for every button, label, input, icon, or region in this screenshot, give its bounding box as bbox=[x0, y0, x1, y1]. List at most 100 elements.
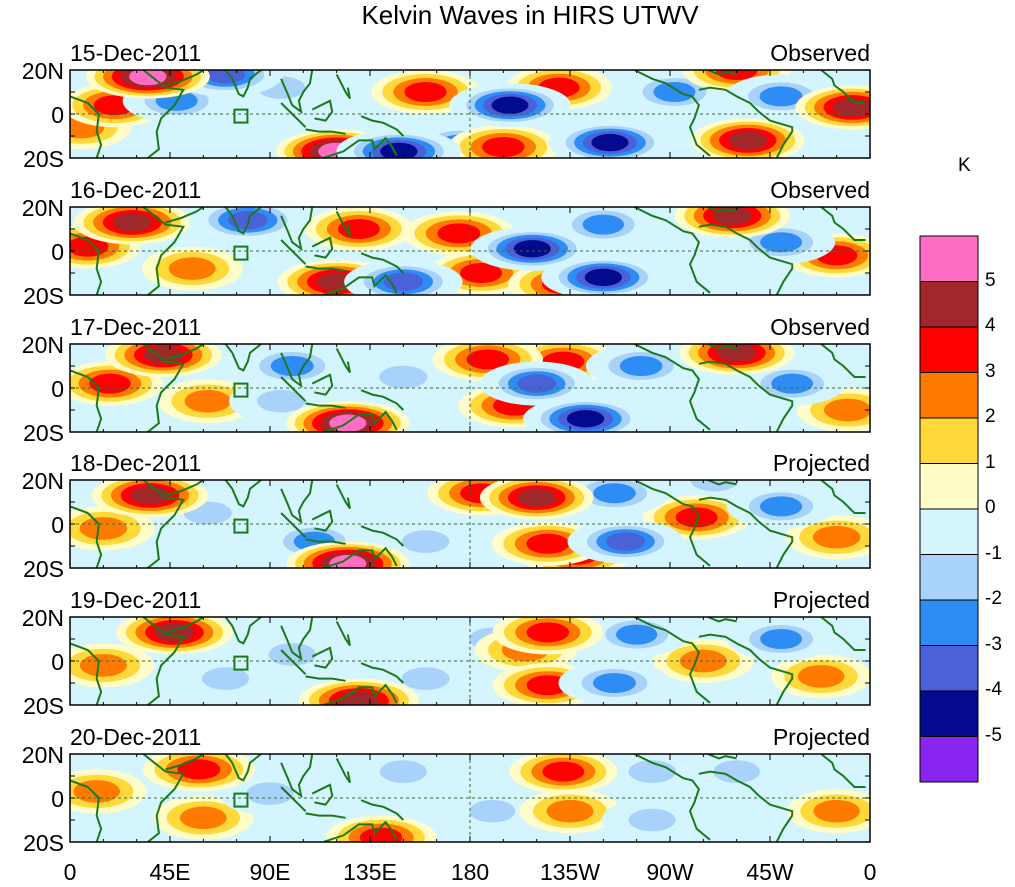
coastline bbox=[280, 786, 307, 812]
coastline bbox=[70, 505, 103, 568]
coastline bbox=[698, 360, 794, 432]
panel-3 bbox=[69, 343, 871, 433]
anomaly-contour bbox=[466, 349, 510, 370]
lat-tick-label: 0 bbox=[51, 786, 64, 812]
anomaly-contour bbox=[546, 799, 594, 823]
lon-tick-label: 0 bbox=[863, 859, 877, 885]
panel-6 bbox=[69, 753, 871, 843]
anomaly-contour bbox=[112, 213, 152, 232]
coastline bbox=[323, 273, 398, 295]
panel-4 bbox=[69, 479, 871, 569]
anomaly-contour bbox=[180, 806, 227, 830]
coastline bbox=[165, 344, 204, 361]
coastline bbox=[70, 779, 103, 842]
colorbar-level-label: 4 bbox=[985, 315, 996, 336]
anomaly-contour bbox=[615, 624, 658, 645]
coastline bbox=[634, 617, 711, 704]
anomaly-contour bbox=[759, 86, 803, 107]
coastline bbox=[305, 812, 346, 819]
anomaly-contour bbox=[184, 389, 231, 413]
coastline bbox=[165, 207, 204, 224]
anomaly-contour bbox=[717, 344, 757, 362]
anomaly-contour bbox=[592, 673, 636, 693]
anomaly-contour bbox=[437, 223, 481, 244]
anomaly-contour bbox=[337, 219, 380, 239]
anomaly-contour bbox=[584, 268, 622, 287]
anomaly-contour bbox=[130, 486, 170, 505]
colorbar-swatch bbox=[919, 326, 979, 373]
panel-status: Projected bbox=[772, 724, 870, 750]
colorbar-swatch bbox=[919, 463, 979, 510]
colorbar-level-label: -5 bbox=[985, 724, 1002, 746]
colorbar-level-label: -4 bbox=[985, 679, 1002, 700]
colorbar-swatch bbox=[919, 281, 979, 328]
coastline bbox=[305, 675, 346, 682]
coastline bbox=[280, 754, 314, 799]
lat-tick-label: 0 bbox=[51, 649, 64, 675]
colorbar-level-label: 0 bbox=[985, 497, 996, 518]
coastline bbox=[707, 754, 737, 760]
coastline bbox=[335, 210, 351, 237]
anomaly-contour bbox=[143, 345, 184, 365]
lat-tick-label: 20N bbox=[21, 195, 64, 221]
coastline bbox=[323, 546, 398, 568]
anomaly-contour bbox=[338, 691, 379, 705]
coastline bbox=[323, 820, 398, 842]
anomaly-contour bbox=[760, 629, 803, 649]
region-box bbox=[233, 245, 249, 261]
coastline bbox=[335, 73, 351, 100]
lat-tick-label: 20N bbox=[21, 332, 64, 358]
coastline bbox=[360, 389, 405, 411]
colorbar-unit: K bbox=[958, 155, 971, 176]
anomaly-contour bbox=[628, 808, 676, 832]
colorbar-level-label: 2 bbox=[985, 406, 996, 427]
anomaly-contour bbox=[517, 488, 557, 507]
coastline bbox=[280, 617, 314, 662]
colorbar-swatch bbox=[919, 599, 979, 646]
lat-tick-label: 20N bbox=[21, 742, 64, 768]
coastline bbox=[820, 480, 866, 514]
anomaly-contour bbox=[605, 532, 646, 551]
lon-tick-label: 45W bbox=[746, 859, 794, 885]
region-box bbox=[233, 518, 249, 534]
coastline bbox=[305, 265, 346, 272]
panel-date: 19-Dec-2011 bbox=[70, 587, 202, 613]
coastline bbox=[280, 649, 307, 675]
coastline bbox=[280, 480, 314, 525]
coastline bbox=[820, 617, 866, 651]
anomaly-contour bbox=[270, 356, 314, 376]
coastline bbox=[634, 480, 711, 567]
coastline bbox=[698, 223, 794, 295]
coastline bbox=[280, 344, 314, 389]
coastline bbox=[224, 207, 262, 235]
panel-1 bbox=[69, 69, 871, 159]
anomaly-contour bbox=[760, 232, 803, 253]
colorbar-swatch bbox=[919, 554, 979, 601]
coastline bbox=[142, 617, 185, 705]
coastline bbox=[360, 662, 405, 684]
colorbar-swatch bbox=[919, 508, 979, 555]
coastline bbox=[311, 783, 334, 806]
coastline bbox=[280, 207, 314, 252]
coastline bbox=[70, 232, 103, 295]
coastline bbox=[360, 799, 405, 821]
panel-date: 16-Dec-2011 bbox=[70, 177, 202, 203]
anomaly-contour bbox=[482, 137, 525, 157]
panel-status: Observed bbox=[770, 177, 870, 203]
anomaly-contour bbox=[542, 761, 585, 782]
lat-tick-label: 0 bbox=[51, 239, 64, 265]
coastline bbox=[707, 70, 737, 76]
coastline bbox=[820, 207, 866, 241]
coastline bbox=[70, 369, 103, 432]
region-box bbox=[233, 108, 249, 124]
lon-tick-label: 45E bbox=[149, 859, 191, 885]
lon-tick-label: 135E bbox=[343, 859, 397, 885]
lat-tick-label: 0 bbox=[51, 512, 64, 538]
anomaly-contour bbox=[257, 389, 306, 413]
colorbar-swatch bbox=[919, 372, 979, 419]
coastline bbox=[820, 70, 866, 104]
chart-title: Kelvin Waves in HIRS UTWV bbox=[361, 0, 699, 30]
colorbar-swatch bbox=[919, 690, 979, 737]
